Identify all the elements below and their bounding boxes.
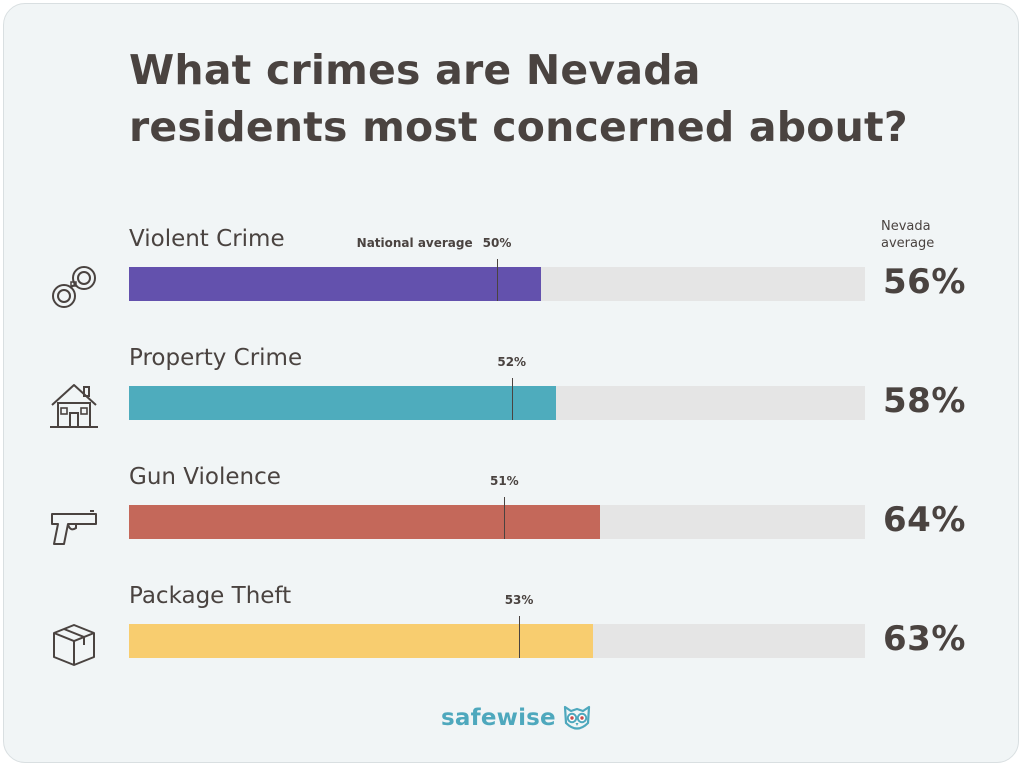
infographic-card: What crimes are Nevada residents most co… [3, 3, 1019, 763]
bar-track-violent-crime [129, 259, 865, 301]
house-icon [50, 384, 98, 428]
national-average-label-property-crime: 52% [497, 355, 526, 369]
national-average-marker-package-theft [519, 616, 521, 658]
national-average-value: 52% [497, 355, 527, 369]
bar-nevada-violent-crime [129, 267, 542, 301]
national-average-value: 50% [482, 236, 512, 250]
bar-nevada-gun-violence [129, 505, 601, 539]
national-average-label-package-theft: 53% [505, 593, 534, 607]
national-average-marker-violent-crime [497, 259, 498, 301]
nevada-average-value-property-crime: 58% [883, 381, 966, 421]
nevada-average-value-gun-violence: 64% [883, 500, 966, 540]
national-average-label-gun-violence: 51% [490, 474, 519, 488]
safewise-logo: safewise [441, 700, 594, 736]
bar-track-package-theft [129, 616, 865, 658]
package-icon [53, 624, 95, 666]
bar-track-gun-violence [129, 497, 865, 539]
category-label-violent-crime: Violent Crime [129, 226, 285, 252]
nevada-average-value-package-theft: 63% [883, 619, 966, 659]
category-label-package-theft: Package Theft [129, 583, 292, 609]
bar-track-property-crime [129, 378, 865, 420]
nevada-average-value-violent-crime: 56% [883, 262, 966, 302]
nevada-average-header-line-1: Nevada [881, 219, 931, 234]
national-average-marker-gun-violence [504, 497, 506, 539]
national-average-caption: National average [356, 236, 473, 250]
national-average-marker-property-crime [511, 378, 513, 420]
national-average-label-violent-crime: National average 50% [357, 236, 512, 250]
chart-title: What crimes are Nevada residents most co… [129, 42, 969, 156]
gun-icon [51, 510, 97, 545]
title-line-2: residents most concerned about? [129, 103, 908, 151]
bar-nevada-package-theft [129, 624, 593, 658]
bar-nevada-property-crime [129, 386, 556, 420]
title-line-1: What crimes are Nevada [129, 46, 701, 94]
category-label-property-crime: Property Crime [129, 345, 303, 371]
category-label-gun-violence: Gun Violence [129, 464, 281, 490]
owl-icon [563, 705, 590, 730]
national-average-value: 53% [504, 593, 534, 607]
logo-text: safewise [441, 705, 556, 731]
national-average-value: 51% [489, 474, 519, 488]
handcuffs-icon [52, 266, 96, 308]
nevada-average-header-line-2: average [881, 236, 935, 251]
nevada-average-header: Nevada average [881, 218, 971, 252]
